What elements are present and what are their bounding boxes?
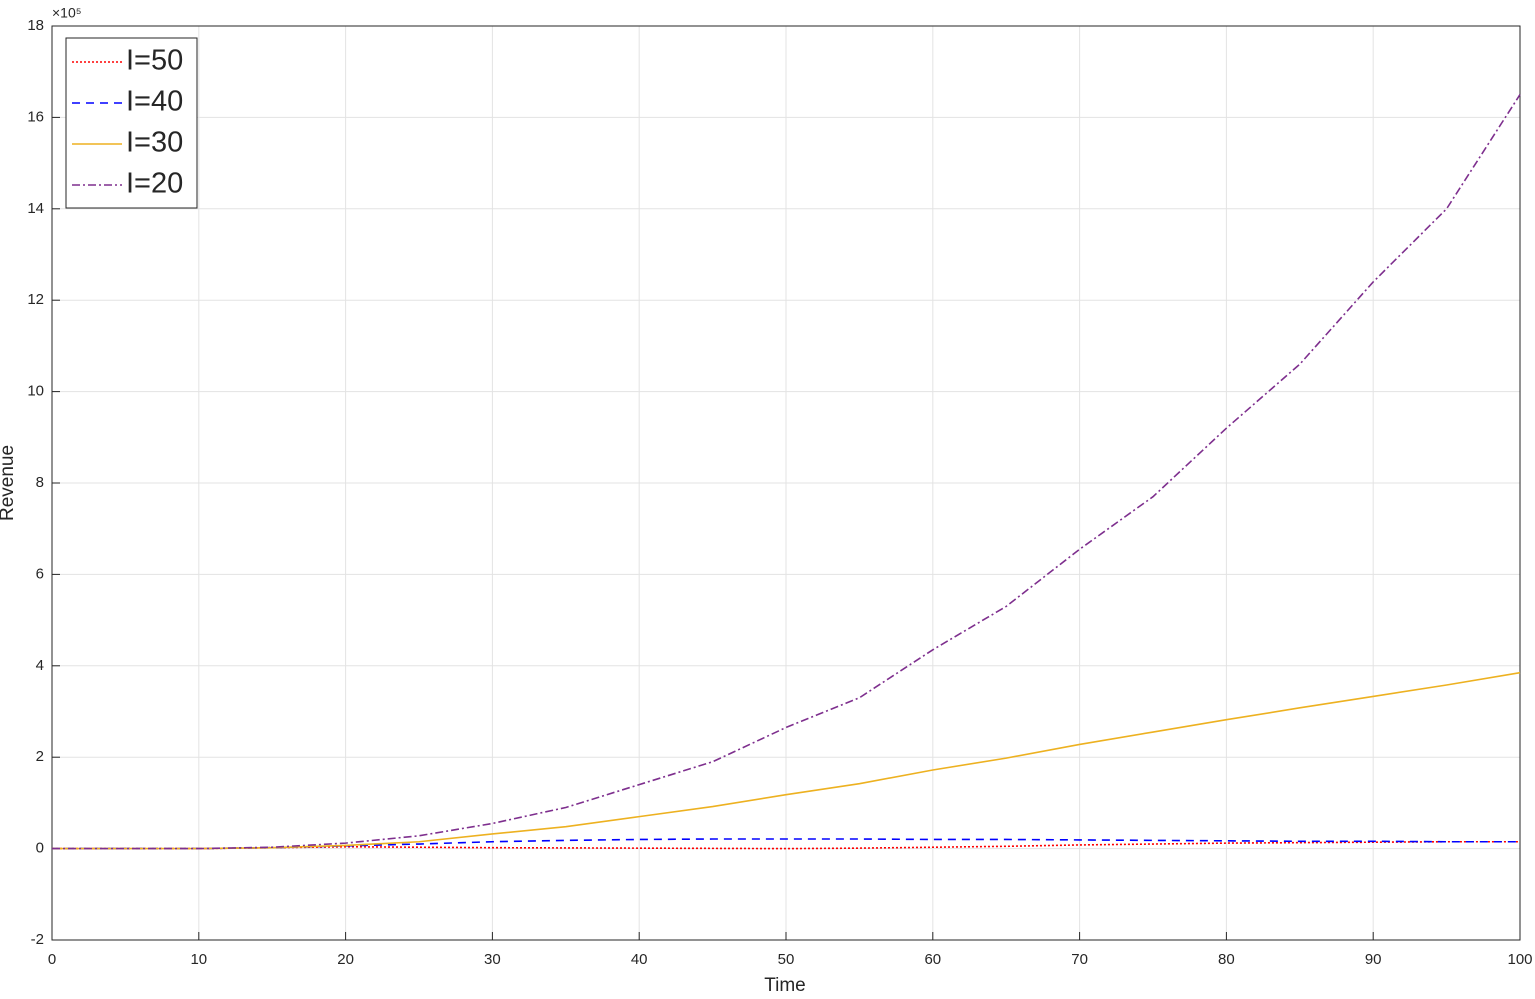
y-tick-label: 18 [27,17,44,34]
legend-label: I=20 [126,168,183,200]
y-multiplier: ×10⁵ [52,5,82,21]
y-tick-label: 8 [36,474,44,491]
y-tick-label: 6 [36,565,44,582]
x-tick-label: 90 [1365,951,1382,968]
y-tick-label: 14 [27,200,44,217]
y-tick-label: 4 [36,657,44,674]
y-tick-label: 16 [27,108,44,125]
legend-label: I=50 [126,45,183,77]
x-tick-label: 40 [631,951,648,968]
legend-box [65,37,198,209]
legend-label: I=40 [126,86,183,118]
x-tick-label: 30 [484,951,501,968]
x-tick-label: 70 [1071,951,1088,968]
plot-frame [51,25,1521,941]
series-line [52,94,1521,850]
x-tick-label: 10 [190,951,207,968]
y-tick-label: 10 [27,383,44,400]
y-tick-label: 0 [36,840,44,857]
x-tick-label: 60 [924,951,941,968]
y-axis-label: Revenue [0,445,18,521]
y-tick-label: -2 [31,931,44,948]
series-line [52,671,1521,850]
y-tick-label: 2 [36,748,44,765]
x-tick-label: 20 [337,951,354,968]
x-tick-label: 0 [48,951,56,968]
legend-label: I=30 [126,127,183,159]
x-axis-label: Time [764,975,806,994]
y-tick-label: 12 [27,291,44,308]
x-tick-label: 100 [1507,951,1532,968]
x-tick-label: 50 [778,951,795,968]
x-tick-label: 80 [1218,951,1235,968]
